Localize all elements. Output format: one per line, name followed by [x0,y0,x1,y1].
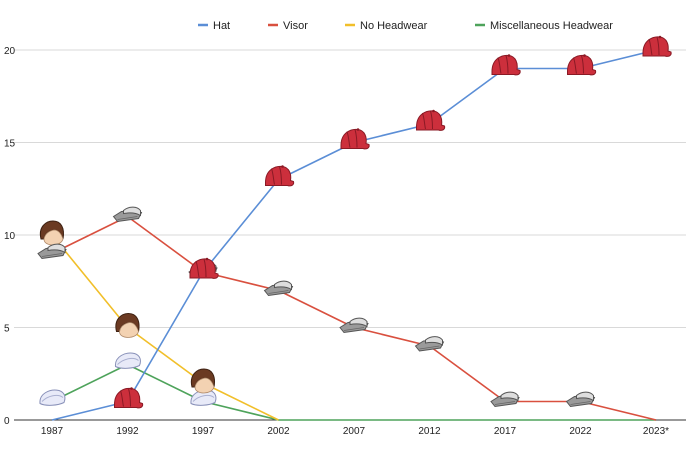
y-tick-label: 5 [4,324,10,335]
hair-icon [39,220,65,246]
series-line [51,234,279,421]
y-tick-label: 15 [4,139,16,150]
x-tick-label: 1997 [192,426,215,437]
flat-cap-icon [39,389,66,406]
legend-item[interactable]: Hat [198,20,230,32]
x-axis-tick-labels: 1987 1992 1997 2002 2007 2012 2017 2022 2023* [41,426,669,437]
hair-icon [115,313,140,338]
red-cap-icon [491,53,521,76]
red-cap-icon [642,35,672,57]
gridlines [14,49,686,421]
hair-icon [190,368,216,394]
red-cap-icon [189,257,219,279]
x-tick-label: 1987 [41,426,64,437]
red-cap-icon [265,164,295,187]
legend-label: Miscellaneous Headwear [490,20,613,32]
legend-label: Hat [213,20,230,32]
visor-icon [264,280,293,296]
legend-item[interactable]: Miscellaneous Headwear [475,20,613,32]
x-tick-label: 2023* [643,426,669,437]
red-cap-icon [416,109,446,131]
series-line [51,363,656,421]
series-markers [37,35,672,409]
x-tick-label: 2007 [343,426,366,437]
y-tick-label: 20 [4,46,16,57]
y-axis-tick-labels: 0 5 10 15 20 [4,46,16,427]
legend-item[interactable]: No Headwear [345,20,428,32]
flat-cap-icon [114,352,141,369]
x-tick-label: 2022 [569,426,592,437]
x-tick-label: 2012 [418,426,441,437]
y-tick-label: 10 [4,231,16,242]
red-cap-icon [114,386,144,409]
legend: Hat Visor No Headwear Miscellaneous Headwea… [198,20,613,32]
visor-icon [415,336,444,352]
visor-icon [37,243,67,259]
x-tick-label: 2017 [494,426,517,437]
x-tick-label: 2002 [267,426,290,437]
legend-label: Visor [283,20,308,32]
legend-label: No Headwear [360,20,428,32]
legend-item[interactable]: Visor [268,20,308,32]
red-cap-icon [567,53,597,76]
series-line [51,215,657,421]
y-tick-label: 0 [4,416,10,427]
x-tick-label: 1992 [116,426,139,437]
red-cap-icon [340,127,370,150]
visor-icon [113,206,142,222]
